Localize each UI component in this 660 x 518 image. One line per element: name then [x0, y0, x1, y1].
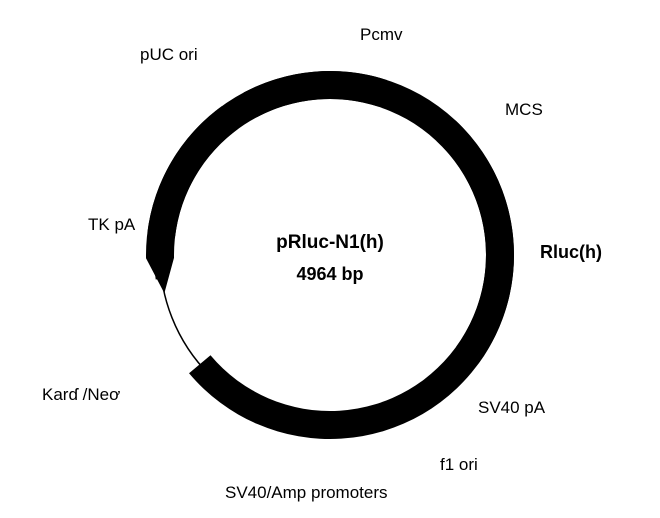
feature-label-pcmv: Pcmv: [360, 25, 403, 44]
feature-label-sv40-amp-promoters: SV40/Amp promoters: [225, 483, 388, 502]
feature-label-mcs: MCS: [505, 100, 543, 119]
plasmid-name: pRluc-N1(h): [276, 232, 384, 253]
feature-label-karf-neo: Karɗ /Neơ: [42, 385, 120, 404]
plasmid-features: [146, 71, 514, 439]
feature-arc-puc-ori: [147, 106, 238, 236]
feature-label-tk-pa: TK pA: [88, 215, 136, 234]
feature-label-sv40-pa: SV40 pA: [478, 398, 546, 417]
plasmid-map: pRluc-N1(h) 4964 bp Pcmv MCS Rluc(h) SV40 p…: [0, 0, 660, 518]
plasmid-size: 4964 bp: [296, 264, 363, 284]
feature-label-rluc-h-: Rluc(h): [540, 242, 602, 262]
feature-label-f1-ori: f1 ori: [440, 455, 478, 474]
feature-arc-tk-pa: [154, 264, 167, 280]
feature-label-puc-ori: pUC ori: [140, 45, 198, 64]
